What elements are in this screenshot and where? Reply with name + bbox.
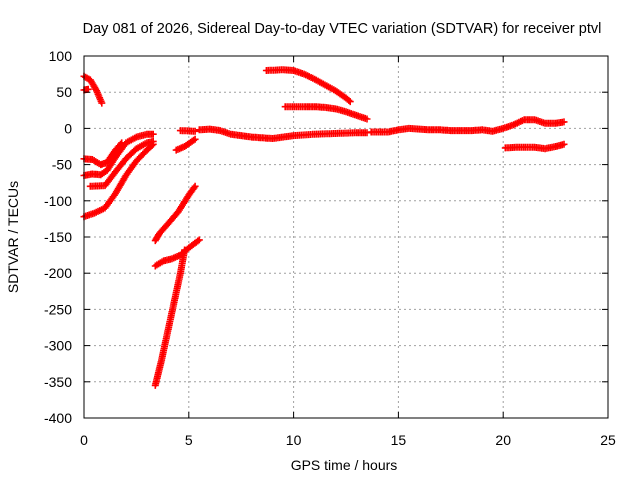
data-point	[181, 246, 189, 254]
x-axis-label: GPS time / hours	[291, 457, 398, 473]
data-point	[190, 184, 198, 192]
data-point	[345, 96, 353, 104]
y-tick-label: -300	[44, 338, 72, 354]
x-tick-label: 20	[495, 432, 511, 448]
y-tick-label: -200	[44, 265, 72, 281]
data-point	[149, 140, 157, 148]
data-point	[84, 85, 92, 93]
data-point	[363, 115, 371, 123]
data-point	[194, 237, 202, 245]
data-point	[560, 118, 568, 126]
data-point	[148, 142, 156, 149]
y-tick-label: -350	[44, 374, 72, 390]
y-tick-label: 50	[56, 84, 72, 100]
data-point	[149, 130, 157, 138]
x-tick-label: 15	[391, 432, 407, 448]
y-tick-label: -150	[44, 229, 72, 245]
y-tick-label: 0	[64, 120, 72, 136]
data-point	[98, 99, 106, 107]
x-tick-label: 10	[286, 432, 302, 448]
data-series	[80, 66, 568, 389]
y-tick-label: 100	[49, 48, 73, 64]
y-tick-label: -100	[44, 193, 72, 209]
x-tick-label: 0	[80, 432, 88, 448]
data-point	[191, 182, 199, 190]
y-axis-label: SDTVAR / TECUs	[5, 181, 21, 293]
data-point	[560, 140, 568, 148]
y-tick-label: -50	[52, 157, 72, 173]
data-point	[190, 136, 198, 144]
data-point	[346, 98, 354, 106]
x-tick-label: 25	[600, 432, 616, 448]
x-tick-label: 5	[185, 432, 193, 448]
axis-ticks: 0 5 10 15 20 25 100 50 0 -50 -100 -150 -200 -250 -300 -…	[44, 48, 616, 448]
data-point	[191, 127, 199, 135]
data-point	[195, 236, 203, 244]
grid	[84, 56, 608, 418]
y-tick-label: -400	[44, 410, 72, 426]
y-tick-label: -250	[44, 301, 72, 317]
data-point	[191, 135, 199, 143]
chart-title: Day 081 of 2026, Sidereal Day-to-day VTE…	[83, 21, 602, 37]
